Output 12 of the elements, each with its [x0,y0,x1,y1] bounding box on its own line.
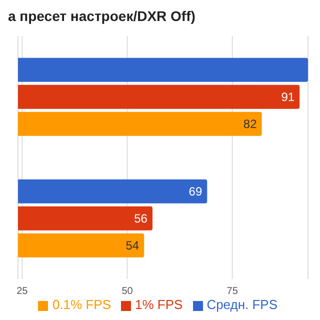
data-label: 82 [243,116,258,131]
legend-label: Средн. FPS [206,297,278,312]
x-tick-label: 50 [122,286,134,298]
data-label: 54 [126,238,140,252]
data-label: 69 [188,184,202,198]
x-tick-label: 25 [16,286,28,298]
data-label: 56 [134,211,148,226]
legend-label: 1% FPS [135,297,183,312]
chart-title: а пресет настроек/DXR Off) [8,8,196,26]
data-label: 91 [281,90,295,104]
x-tick-label: 75 [226,286,238,298]
legend-label: 0.1% FPS [52,297,111,312]
